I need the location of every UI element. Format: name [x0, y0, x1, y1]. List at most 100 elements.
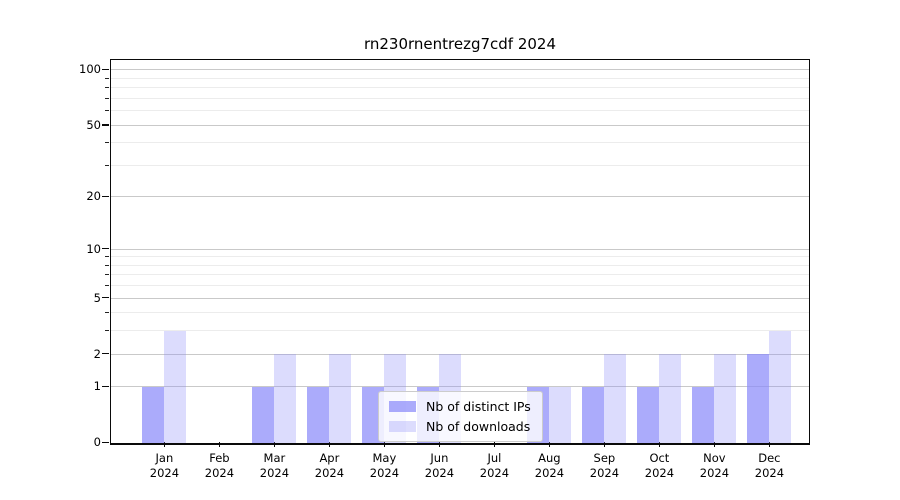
x-tick-year: 2024 [424, 466, 455, 481]
x-tick-label: Jul 2024 [466, 451, 522, 481]
y-tick-label: 2 [93, 346, 101, 361]
y-tick [102, 68, 110, 71]
gridline-minor [111, 142, 809, 144]
gridline-major [111, 386, 809, 388]
x-tick-label: Sep 2024 [576, 451, 632, 481]
bar-downloads [549, 386, 572, 443]
gridline-minor [111, 97, 809, 99]
x-tick-year: 2024 [699, 466, 730, 481]
y-minor-tick [105, 285, 110, 287]
x-tick [713, 442, 716, 448]
gridline-major [111, 196, 809, 198]
y-minor-tick [105, 274, 110, 276]
y-minor-tick [105, 312, 110, 314]
y-minor-tick [105, 142, 110, 144]
x-tick-year: 2024 [479, 466, 510, 481]
x-tick [273, 442, 276, 448]
x-tick-year: 2024 [754, 466, 785, 481]
y-tick [102, 353, 110, 355]
x-tick-label: Feb 2024 [191, 451, 247, 481]
y-minor-tick [105, 330, 110, 332]
y-tick [102, 441, 110, 444]
y-tick-label: 20 [86, 189, 101, 204]
y-minor-tick [105, 87, 110, 89]
legend-box: Nb of distinct IPs Nb of downloads [378, 391, 543, 442]
bar-distinct-ips [307, 386, 330, 443]
legend-swatch-distinct-ips [389, 401, 416, 412]
x-tick-year: 2024 [204, 466, 235, 481]
gridline-minor [111, 77, 809, 79]
y-tick-label: 100 [79, 62, 101, 77]
x-tick-year: 2024 [589, 466, 620, 481]
gridline-minor [111, 256, 809, 258]
x-tick-year: 2024 [259, 466, 290, 481]
gridline-minor [111, 110, 809, 112]
x-tick [163, 442, 166, 448]
gridline-major [111, 353, 809, 355]
y-minor-tick [105, 264, 110, 266]
y-tick-label: 1 [93, 379, 101, 394]
y-tick [102, 195, 110, 198]
legend-label-distinct-ips: Nb of distinct IPs [426, 399, 531, 414]
x-tick [328, 442, 331, 448]
x-tick [548, 442, 551, 448]
gridline-major [111, 69, 809, 71]
chart-title: rn230rnentrezg7cdf 2024 [363, 35, 557, 53]
bar-downloads [714, 354, 737, 443]
y-minor-tick [105, 256, 110, 258]
y-tick-label: 5 [93, 290, 101, 305]
x-tick [493, 442, 496, 448]
y-tick [102, 124, 110, 126]
bar-downloads [274, 354, 297, 443]
x-tick-year: 2024 [369, 466, 400, 481]
y-tick-label: 0 [93, 435, 101, 450]
x-tick-year: 2024 [314, 466, 345, 481]
x-tick [218, 442, 221, 448]
x-tick [383, 442, 386, 448]
gridline-major [111, 297, 809, 299]
y-minor-tick [105, 77, 110, 79]
legend-item-distinct-ips: Nb of distinct IPs [389, 399, 531, 414]
y-tick-label: 50 [86, 117, 101, 132]
plot-area: 0 1 2 5 10 20 50 100 Jan 2024 Feb 2024 Mar 2024 Apr 202… [79, 59, 810, 480]
gridline-minor [111, 285, 809, 287]
y-tick-label: 10 [86, 241, 101, 256]
x-tick-year: 2024 [149, 466, 180, 481]
x-tick-label: Oct 2024 [631, 451, 687, 481]
bar-distinct-ips [252, 386, 275, 443]
y-tick [102, 385, 110, 388]
gridline-minor [111, 274, 809, 276]
x-tick-label: Dec 2024 [741, 451, 797, 481]
bar-distinct-ips [582, 386, 605, 443]
y-tick [102, 297, 110, 299]
gridline-minor [111, 312, 809, 314]
x-tick-label: Aug 2024 [521, 451, 577, 481]
gridline-minor [111, 330, 809, 332]
x-tick [658, 442, 661, 448]
gridline-major [111, 248, 809, 250]
bar-downloads [769, 330, 792, 443]
x-tick-label: May 2024 [356, 451, 412, 481]
bar-distinct-ips [142, 386, 165, 443]
bar-downloads [164, 330, 187, 443]
legend-label-downloads: Nb of downloads [426, 419, 531, 434]
x-tick-label: Jun 2024 [411, 451, 467, 481]
legend-item-downloads: Nb of downloads [389, 419, 531, 434]
gridline-minor [111, 87, 809, 89]
y-tick [102, 248, 110, 250]
x-tick-label: Jan 2024 [136, 451, 192, 481]
x-tick-label: Mar 2024 [246, 451, 302, 481]
x-tick-year: 2024 [644, 466, 675, 481]
x-tick-year: 2024 [534, 466, 565, 481]
y-minor-tick [105, 110, 110, 112]
gridline-major [111, 124, 809, 126]
y-minor-tick [105, 164, 110, 166]
x-tick [768, 442, 771, 448]
x-tick-label: Nov 2024 [686, 451, 742, 481]
y-minor-tick [105, 97, 110, 99]
bar-downloads [604, 354, 627, 443]
bar-downloads [329, 354, 352, 443]
x-tick-label: Apr 2024 [301, 451, 357, 481]
gridline-minor [111, 164, 809, 166]
